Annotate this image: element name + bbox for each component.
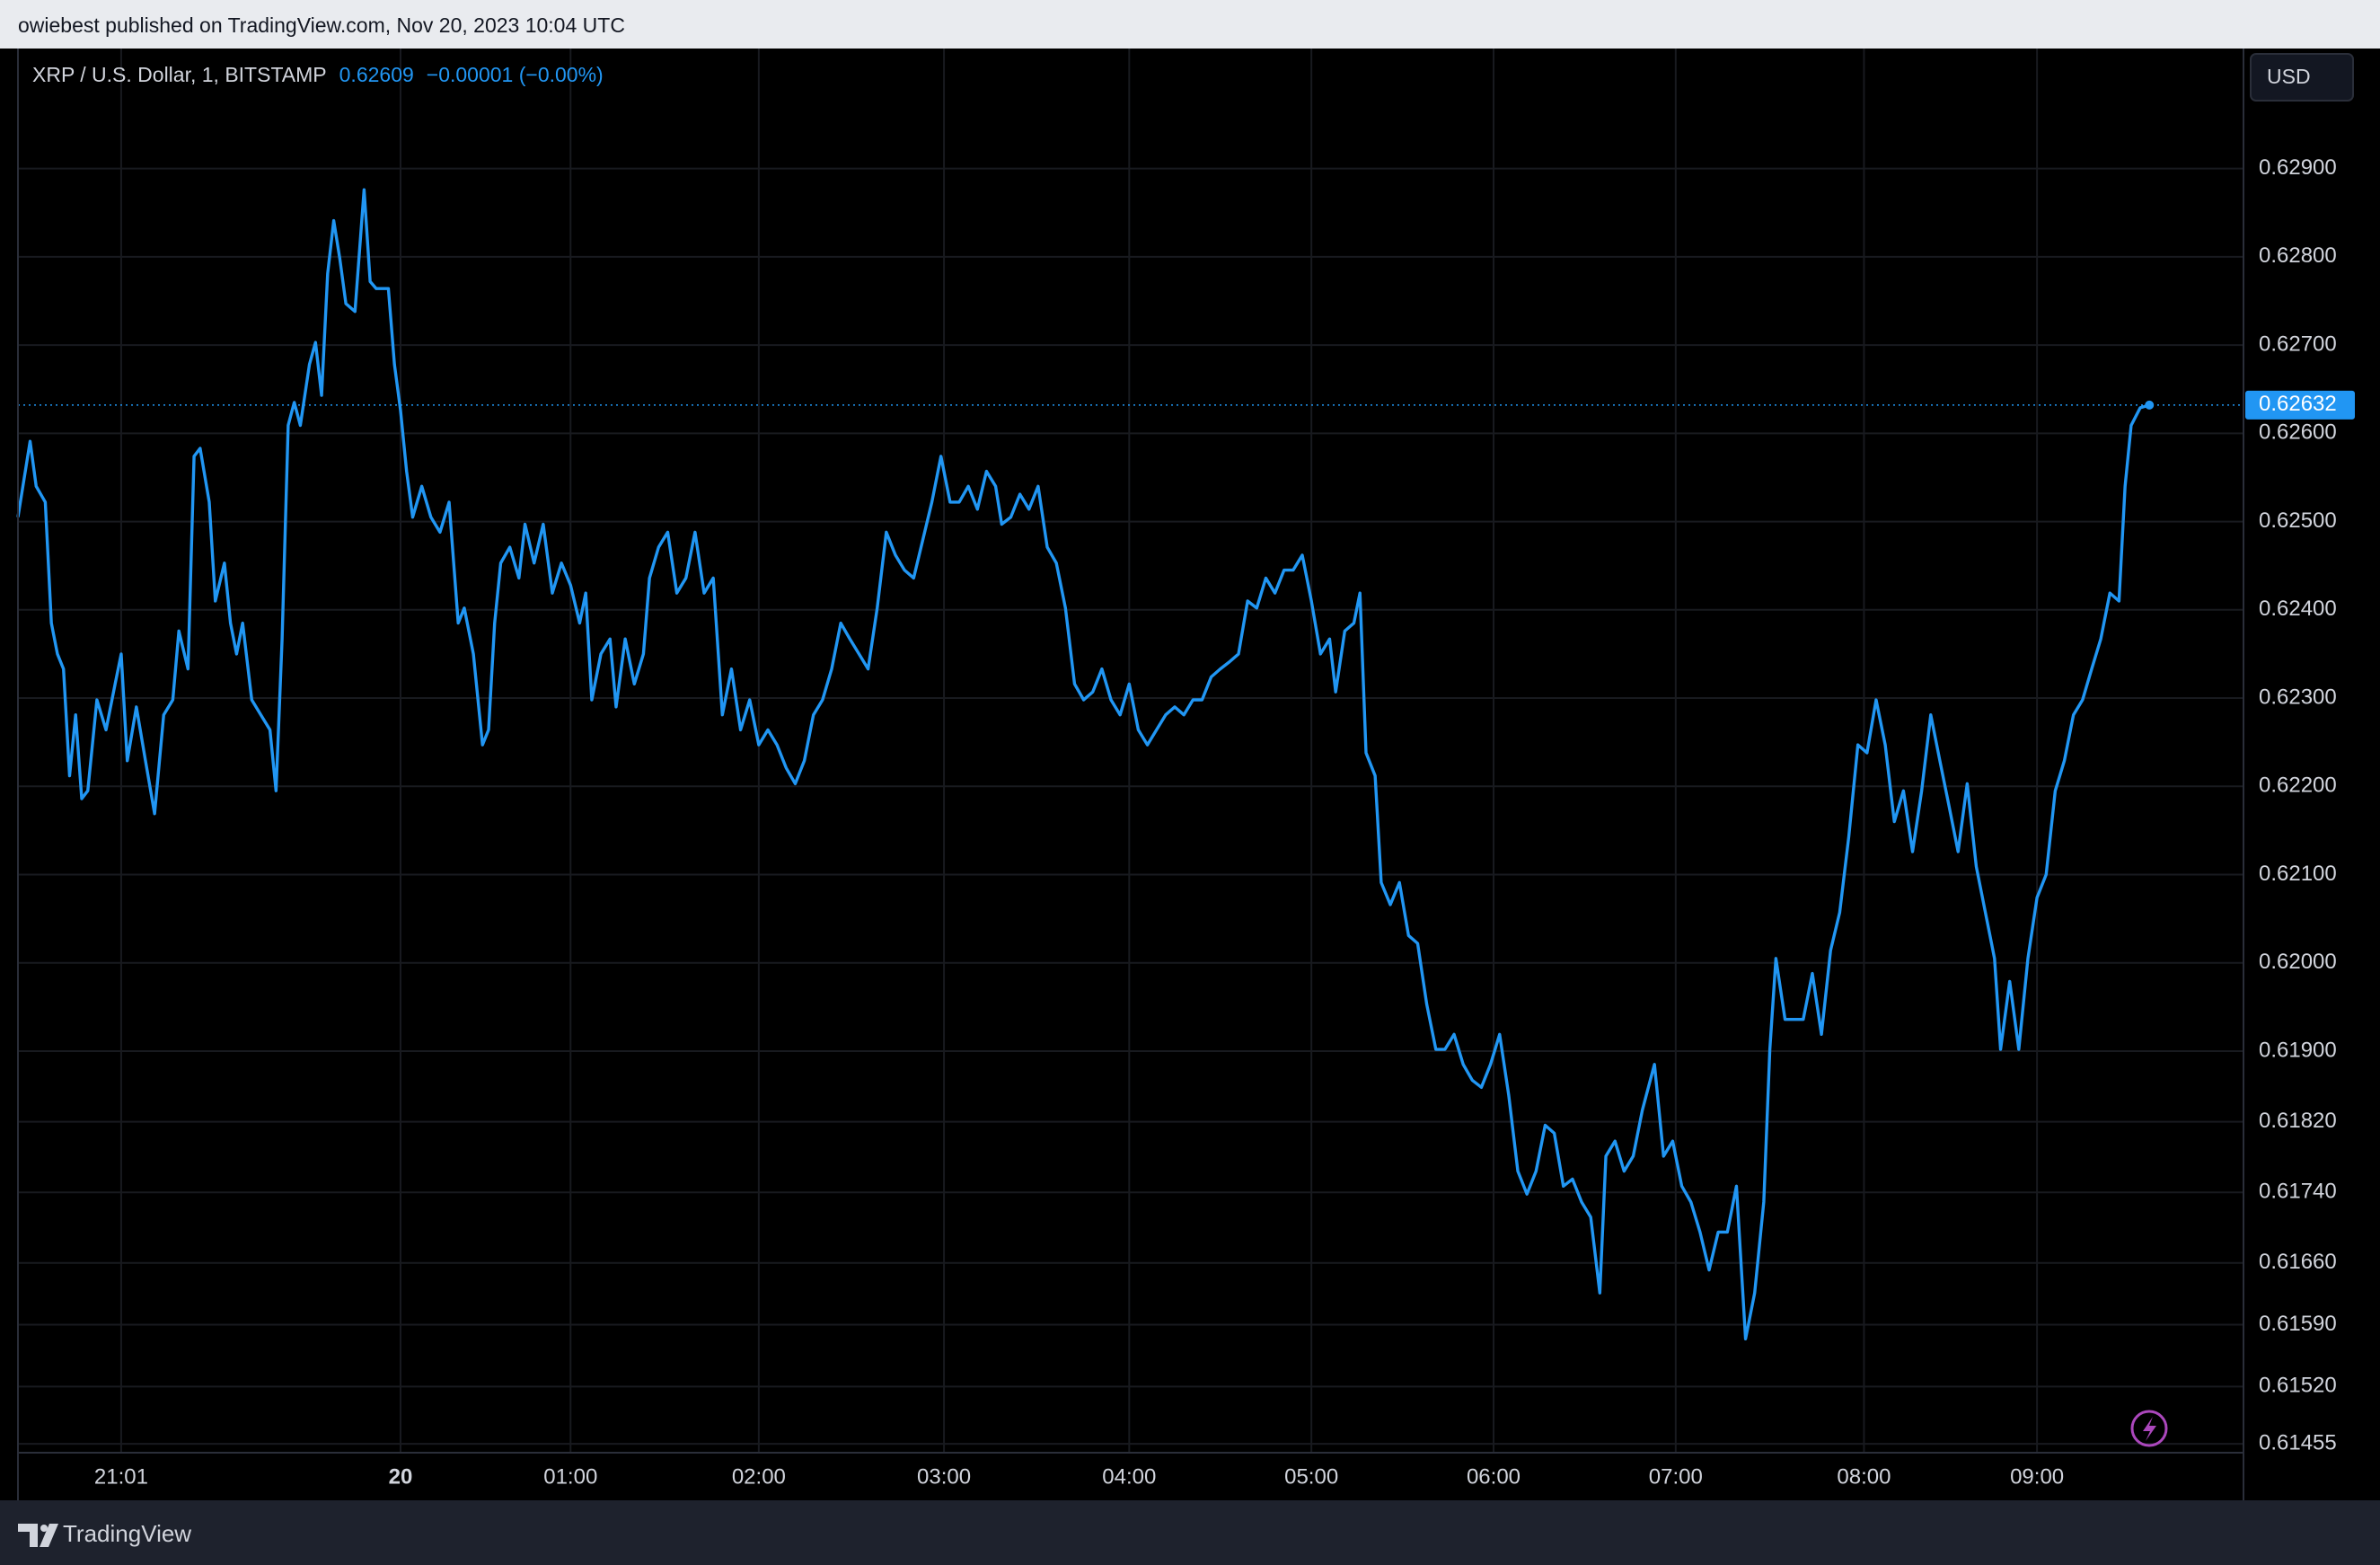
flash-icon-bolt[interactable] — [2143, 1417, 2156, 1441]
y-tick-label: 0.62400 — [2259, 597, 2337, 621]
top-bar — [0, 0, 2380, 49]
attribution: owiebest published on TradingView.com, N… — [18, 13, 625, 37]
chart-background — [0, 49, 2380, 1500]
x-tick-label: 01:00 — [543, 1464, 597, 1489]
last-price: 0.62609 — [339, 63, 414, 86]
y-tick-label: 0.62000 — [2259, 950, 2337, 974]
y-tick-label: 0.62600 — [2259, 420, 2337, 445]
currency-button[interactable] — [2250, 53, 2354, 102]
plot — [16, 188, 2243, 1340]
y-tick-label: 0.61740 — [2259, 1180, 2337, 1204]
price-change: −0.00001 (−0.00%) — [427, 63, 604, 86]
flash-icon[interactable] — [2130, 1410, 2168, 1447]
x-tick-label: 02:00 — [732, 1464, 786, 1489]
x-tick-label: 21:01 — [94, 1464, 148, 1489]
last-price-box — [2245, 390, 2355, 420]
x-tick-label: 03:00 — [917, 1464, 971, 1489]
y-tick-label: 0.61900 — [2259, 1038, 2337, 1062]
x-tick-label: 06:00 — [1467, 1464, 1521, 1489]
y-tick-label: 0.62300 — [2259, 685, 2337, 709]
currency-label[interactable]: USD — [2267, 65, 2311, 88]
y-tick-label: 0.61520 — [2259, 1374, 2337, 1398]
footer-brand: TradingView — [63, 1520, 191, 1547]
y-tick-label: 0.62900 — [2259, 155, 2337, 180]
last-price-label: 0.62632 — [2259, 392, 2337, 416]
logo-part — [40, 1524, 58, 1547]
y-tick-label: 0.61455 — [2259, 1431, 2337, 1455]
y-tick-label: 0.62100 — [2259, 862, 2337, 886]
footer — [0, 1500, 2380, 1565]
legend: XRP / U.S. Dollar, 1, BITSTAMP 0.62609 −0.… — [32, 63, 604, 86]
x-tick-label: 07:00 — [1649, 1464, 1703, 1489]
y-tick-label: 0.61820 — [2259, 1109, 2337, 1133]
y-tick-label: 0.62700 — [2259, 332, 2337, 356]
x-tick-label: 20 — [389, 1464, 413, 1489]
y-tick-label: 0.62200 — [2259, 774, 2337, 798]
logo-part — [18, 1524, 38, 1547]
y-tick-label: 0.61590 — [2259, 1312, 2337, 1336]
y-tick-label: 0.62500 — [2259, 508, 2337, 533]
tv-logo — [18, 1524, 58, 1547]
x-tick-label: 05:00 — [1284, 1464, 1338, 1489]
symbol-title: XRP / U.S. Dollar, 1, BITSTAMP — [32, 63, 327, 86]
last-point — [2145, 400, 2155, 410]
x-tick-label: 04:00 — [1102, 1464, 1156, 1489]
x-tick-label: 08:00 — [1837, 1464, 1891, 1489]
flash-icon-circle[interactable] — [2130, 1410, 2168, 1447]
logo-part — [40, 1525, 48, 1532]
y-tick-label: 0.61660 — [2259, 1250, 2337, 1274]
y-tick-label: 0.62800 — [2259, 243, 2337, 268]
price-line — [16, 188, 2150, 1340]
x-tick-label: 09:00 — [2010, 1464, 2064, 1489]
